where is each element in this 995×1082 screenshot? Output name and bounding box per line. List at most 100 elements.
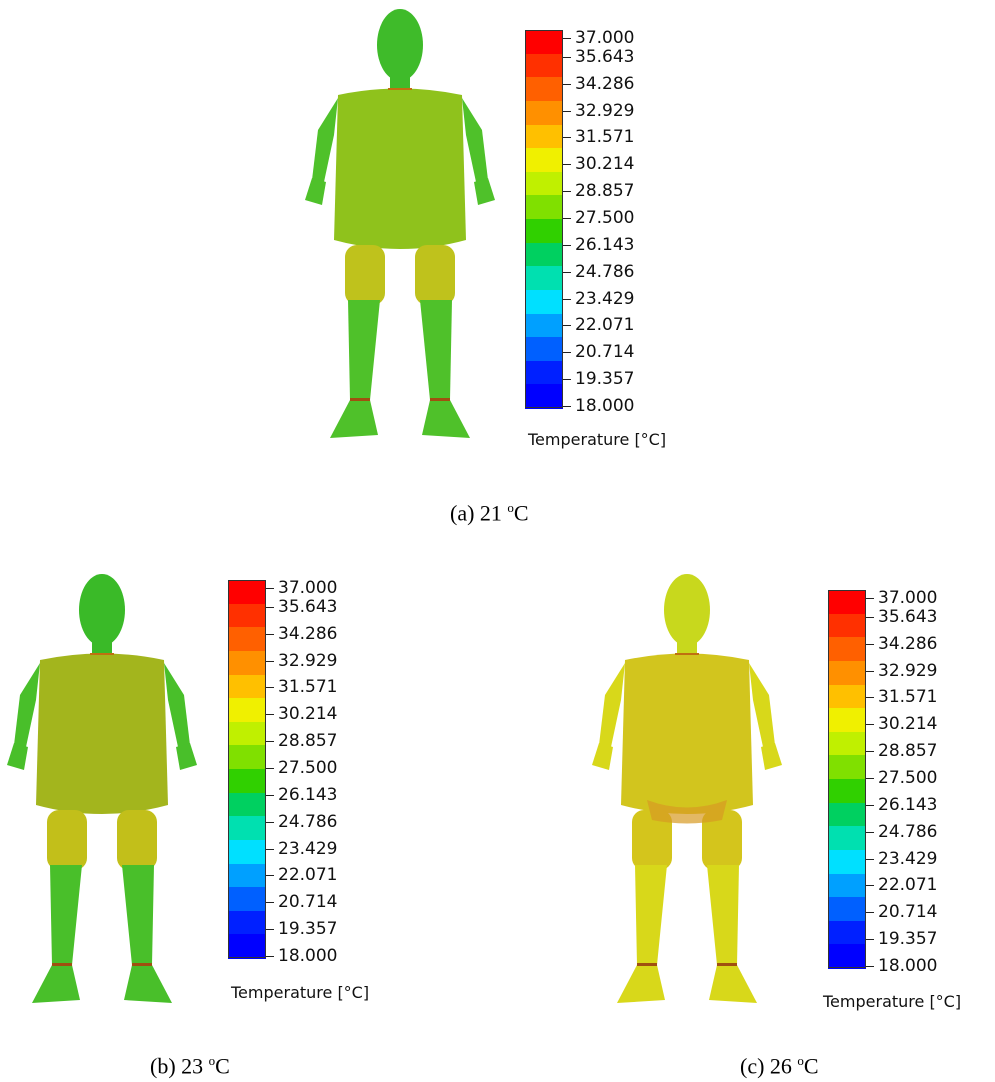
colorbar-tick [266,768,274,769]
colorbar-tick [266,633,274,635]
colorbar-label: 27.500 [878,768,938,788]
colorbar-band [228,674,266,699]
colorbar-band [828,731,866,756]
colorbar-band [228,792,266,817]
colorbar-label: 23.429 [278,838,338,859]
colorbar-band [525,77,563,102]
colorbar-band [525,124,563,149]
colorbar-label: 31.571 [278,677,338,698]
colorbar-band [228,698,266,723]
colorbar-band [525,337,563,362]
colorbar-band [828,802,866,827]
colorbar-tick [563,325,571,327]
colorbar-frame [828,590,866,968]
mannequin-figure-b [7,574,197,1003]
colorbar-tick [266,714,274,716]
scale-title-a: Temperature [°C] [528,430,667,449]
caption-a: (a) 21 oC [450,500,529,526]
colorbar-band [828,637,866,662]
colorbar-band [228,580,266,605]
colorbar-band [828,826,866,851]
colorbar-band [828,944,866,969]
mannequin-a [305,9,495,438]
colorbar-band [828,660,866,685]
colorbar-band [525,266,563,291]
caption-b-prefix: (b) 23 [150,1053,209,1079]
caption-b-deg: o [208,1053,216,1068]
scale-title-b: Temperature [°C] [231,983,370,1002]
colorbar-band [525,148,563,173]
colorbar-tick [266,929,274,931]
colorbar-band [228,910,266,935]
colorbar-band [828,755,866,780]
colorbar-label: 28.857 [878,741,938,762]
colorbar-label: 34.286 [278,623,338,644]
colorbar-frame [525,30,563,408]
colorbar-band [228,745,266,770]
colorbar-tick [563,406,571,407]
colorbar-band [828,849,866,874]
mannequin-figure-a [305,9,495,438]
colorbar-label: 30.214 [575,154,635,175]
colorbar-tick [563,83,571,85]
colorbar-tick [866,697,874,699]
colorbar-label: 31.571 [575,127,635,148]
colorbar-tick [866,885,874,887]
colorbar-label: 23.429 [575,288,635,309]
colorbar-band [525,384,563,409]
colorbar-band [228,934,266,959]
colorbar-band [228,839,266,864]
colorbar-label: 27.500 [278,758,338,778]
colorbar-frame [228,580,266,958]
colorbar-band [228,816,266,841]
colorbar-tick [866,939,874,941]
colorbar-tick [266,848,274,850]
colorbar-band [228,721,266,746]
colorbar-label: 18.000 [878,956,938,976]
colorbar-label: 19.357 [878,929,938,950]
colorbar-tick [266,660,274,662]
colorbar-label: 24.786 [278,811,338,832]
colorbar-label: 37.000 [278,578,338,598]
colorbar-label: 22.071 [878,875,938,896]
caption-a-deg: o [507,500,514,515]
colorbar-tick [866,778,874,779]
colorbar-tick [563,352,571,354]
colorbar-band [525,171,563,196]
colorbar-band [228,863,266,888]
colorbar-band [228,887,266,912]
caption-c-unit: C [803,1053,819,1079]
colorbar-band [828,613,866,638]
colorbar-tick [266,794,274,796]
colorbar-label: 22.071 [278,865,338,886]
colorbar-label: 32.929 [278,650,338,671]
panel-a: 37.000 35.643 34.286 32.929 31.571 30.214 28.8… [0,0,995,530]
mannequin-c [592,574,782,1003]
colorbar-label: 26.143 [575,234,635,255]
colorbar-label: 23.429 [878,848,938,869]
colorbar-tick [563,298,571,300]
colorbar-label: 34.286 [575,73,635,94]
colorbar-tick [563,244,571,246]
colorbar-label: 20.714 [278,892,338,913]
colorbar-tick [563,271,571,273]
caption-c-deg: o [797,1053,804,1068]
colorbar-tick [266,606,274,608]
colorbar-tick [563,164,571,166]
mannequin-b [7,574,197,1003]
colorbar-tick [866,966,874,967]
colorbar-tick [866,804,874,806]
caption-b-unit: C [215,1053,230,1079]
colorbar-band [525,360,563,385]
colorbar-label: 32.929 [575,100,635,121]
colorbar-label: 35.643 [278,596,338,617]
colorbar-band [228,603,266,628]
colorbar-label: 31.571 [878,687,938,708]
colorbar-tick [866,616,874,618]
colorbar-c [828,590,874,969]
colorbar-label: 27.500 [575,208,635,228]
colorbar-label: 20.714 [878,902,938,923]
colorbar-tick [563,137,571,139]
colorbar-tick [866,912,874,914]
colorbar-band [525,53,563,78]
